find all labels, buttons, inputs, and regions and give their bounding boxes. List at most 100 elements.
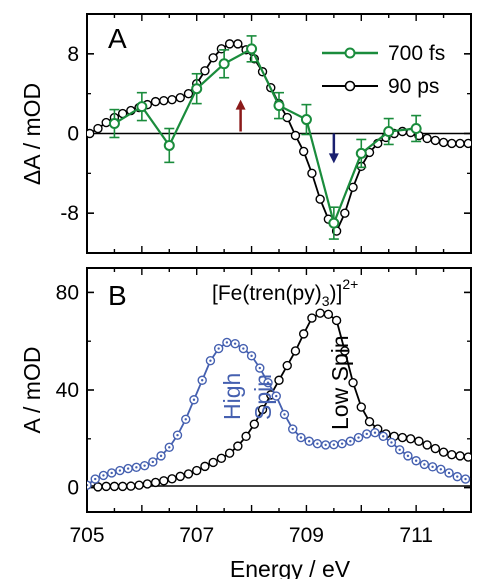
- data-point-dot-high-spin: [168, 446, 171, 449]
- data-point-low-spin: [422, 440, 432, 450]
- x-tick-label: 711: [399, 524, 432, 547]
- data-point-low-spin: [348, 377, 358, 388]
- legend-label-90ps: 90 ps: [388, 75, 439, 98]
- data-point-700-fs: [273, 100, 285, 112]
- data-point-low-spin: [192, 465, 202, 476]
- data-point-dot-high-spin: [225, 341, 229, 344]
- data-point-dot-high-spin: [398, 448, 401, 451]
- panel-a-x-axis: [86, 14, 472, 253]
- data-point-700-fs: [300, 114, 312, 126]
- data-point-90-ps: [348, 182, 358, 192]
- data-point-90-ps: [315, 194, 325, 204]
- data-point-dot-high-spin: [209, 359, 212, 362]
- data-point-90-ps: [233, 39, 243, 49]
- panel-b-x-axis-title: Energy / eV: [230, 556, 351, 579]
- data-point-low-spin: [331, 315, 342, 326]
- data-point-low-spin: [142, 479, 153, 489]
- y-tick-label: -8: [60, 202, 79, 225]
- legend-item-700fs: 700 fs: [322, 42, 445, 65]
- compound-label-main: [Fe(tren(py): [212, 282, 322, 305]
- series-low-spin: [93, 308, 471, 492]
- legend: 700 fs 90 ps: [322, 42, 445, 98]
- data-point-700-fs: [136, 101, 148, 113]
- panel-b-y-axis: 80 40 0: [56, 281, 471, 500]
- data-point-dot-high-spin: [143, 464, 146, 467]
- data-point-90-ps: [224, 39, 235, 49]
- panel-b-y-axis-title: A / mOD: [19, 347, 45, 434]
- data-point-low-spin: [224, 448, 235, 458]
- data-point-90-ps: [167, 94, 177, 105]
- data-point-low-spin: [397, 432, 408, 443]
- data-point-90-ps: [282, 112, 292, 123]
- data-point-low-spin: [200, 461, 210, 472]
- data-point-low-spin: [175, 471, 185, 482]
- data-point-700-fs: [410, 123, 422, 135]
- data-point-90-ps: [307, 168, 317, 179]
- data-point-90-ps: [422, 133, 432, 144]
- data-point-low-spin: [438, 447, 449, 457]
- y-tick-label: 40: [56, 379, 79, 402]
- data-point-low-spin: [414, 436, 424, 446]
- data-point-dot-high-spin: [382, 435, 385, 438]
- series-line-700-fs: [113, 47, 417, 227]
- legend-item-90ps: 90 ps: [322, 75, 439, 98]
- data-point-low-spin: [323, 309, 334, 320]
- data-point-90-ps: [290, 130, 301, 141]
- compound-label-superscript: 2+: [342, 276, 358, 292]
- data-point-90-ps: [455, 138, 465, 149]
- data-point-dot-high-spin: [233, 342, 237, 345]
- data-point-dot-high-spin: [126, 467, 130, 470]
- compound-label: [Fe(tren(py)3)]2+: [212, 276, 358, 309]
- y-tick-label: 80: [56, 281, 79, 304]
- data-point-low-spin: [455, 451, 465, 461]
- legend-label-700fs: 700 fs: [388, 42, 445, 65]
- data-point-dot-high-spin: [217, 347, 220, 350]
- data-point-90-ps: [93, 123, 103, 134]
- legend-marker-90ps: [344, 80, 356, 92]
- data-point-low-spin: [183, 469, 194, 479]
- data-point-dot-high-spin: [324, 443, 327, 447]
- data-point-dot-high-spin: [316, 442, 319, 445]
- data-point-dot-high-spin: [431, 465, 434, 469]
- x-tick-label: 707: [179, 524, 214, 547]
- y-tick-label: 8: [67, 43, 79, 66]
- data-point-dot-high-spin: [414, 459, 418, 462]
- data-point-dot-high-spin: [307, 440, 311, 443]
- data-point-dot-high-spin: [299, 436, 303, 439]
- series-700fs: [108, 35, 422, 240]
- compound-label-close: )]: [329, 282, 342, 305]
- data-point-90-ps: [438, 137, 449, 148]
- data-point-90-ps: [208, 53, 218, 63]
- data-point-low-spin: [159, 476, 169, 486]
- data-point-700-fs: [383, 126, 395, 138]
- data-point-dot-high-spin: [110, 471, 113, 475]
- series-high-spin: [87, 337, 471, 490]
- data-point-low-spin: [208, 457, 218, 468]
- legend-marker-700fs: [344, 47, 356, 59]
- data-point-low-spin: [307, 313, 317, 323]
- data-point-dot-high-spin: [258, 366, 261, 370]
- data-point-low-spin: [233, 441, 243, 451]
- data-point-90-ps: [87, 128, 95, 139]
- data-point-700-fs: [246, 43, 258, 55]
- data-point-90-ps: [200, 66, 210, 76]
- y-tick-label: 0: [67, 123, 79, 146]
- data-point-dot-high-spin: [439, 468, 443, 471]
- data-point-low-spin: [298, 329, 309, 339]
- data-point-low-spin: [126, 481, 136, 491]
- data-point-low-spin: [257, 404, 268, 415]
- data-point-low-spin: [249, 419, 260, 429]
- data-point-low-spin: [167, 474, 177, 484]
- data-point-low-spin: [241, 431, 251, 442]
- low-spin-label: Low Spin: [327, 335, 353, 430]
- data-point-low-spin: [315, 308, 325, 318]
- data-point-low-spin: [109, 481, 120, 492]
- data-point-low-spin: [117, 481, 128, 492]
- data-point-90-ps: [447, 138, 457, 149]
- panel-b-x-axis: 705 707 709 711: [69, 268, 472, 547]
- data-point-700-fs: [163, 139, 175, 151]
- data-point-high-spin: [87, 480, 92, 490]
- arrow-up-head: [235, 99, 246, 110]
- data-point-dot-high-spin: [184, 418, 187, 421]
